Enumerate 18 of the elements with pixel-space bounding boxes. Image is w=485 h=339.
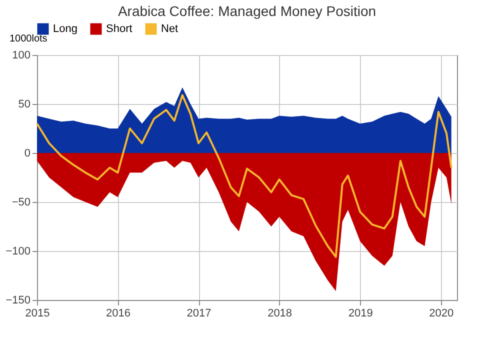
y-tick-label: 50 — [18, 98, 30, 110]
x-tick-label: 2020 — [429, 308, 454, 320]
legend-label: Short — [106, 23, 132, 35]
x-tick-label: 2017 — [186, 308, 212, 320]
x-tick-label: 2019 — [348, 308, 373, 320]
x-tick-label: 2018 — [268, 308, 292, 320]
line-series — [36, 94, 452, 258]
x-tick-label: 2016 — [106, 308, 131, 320]
x-tick-label: 2015 — [25, 308, 50, 320]
y-tick-label: −150 — [6, 294, 30, 306]
y-tick-label: −100 — [6, 246, 30, 258]
legend-label: Net — [161, 23, 178, 35]
y-tick-label: 100 — [12, 50, 30, 62]
y-axis-title: 1000lots — [10, 34, 48, 44]
y-tick-label: 0 — [24, 148, 30, 160]
legend-label: Long — [53, 23, 78, 35]
chart-title: Arabica Coffee: Managed Money Position — [118, 3, 376, 19]
y-tick-label: −50 — [12, 196, 30, 208]
